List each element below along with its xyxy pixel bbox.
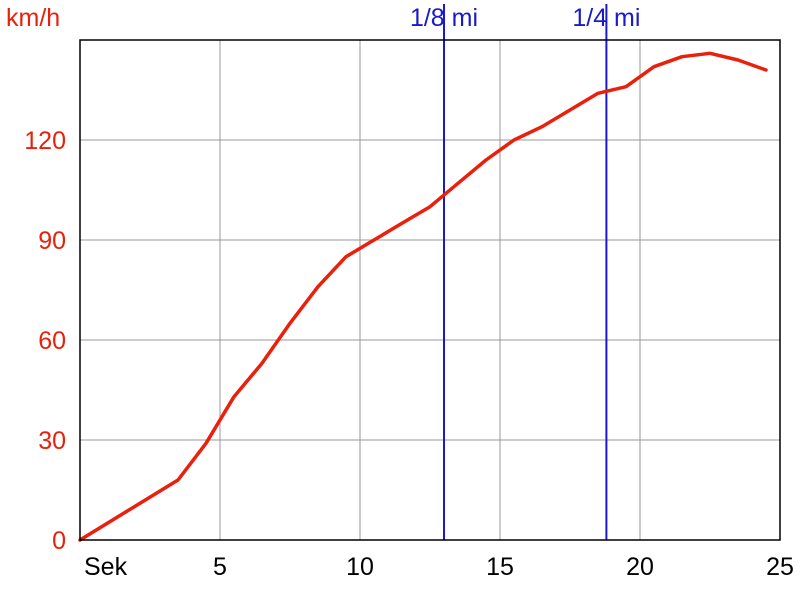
y-tick-label: 30 [38, 427, 66, 455]
y-tick-label: 120 [24, 127, 66, 155]
marker-label: 1/8 mi [410, 4, 478, 32]
x-tick-label: 5 [213, 553, 227, 581]
x-tick-labels: 5 10 15 20 25 [213, 553, 794, 581]
distance-markers: 1/8 mi 1/4 mi [410, 4, 640, 540]
x-tick-label: 20 [626, 553, 654, 581]
grid-lines [80, 40, 781, 541]
x-axis-label: Sek [84, 553, 128, 581]
x-tick-label: 25 [766, 553, 794, 581]
series-layer [78, 51, 768, 542]
x-tick-label: 10 [346, 553, 374, 581]
x-tick-label: 15 [486, 553, 514, 581]
y-axis-label: km/h [6, 4, 60, 32]
y-tick-label: 60 [38, 327, 66, 355]
marker-label: 1/4 mi [572, 4, 640, 32]
plot-frame [79, 39, 781, 541]
y-tick-labels: 0 30 60 90 120 [24, 127, 66, 555]
y-tick-label: 90 [38, 227, 66, 255]
y-tick-label: 0 [52, 527, 66, 555]
speed-series-line [78, 51, 768, 542]
